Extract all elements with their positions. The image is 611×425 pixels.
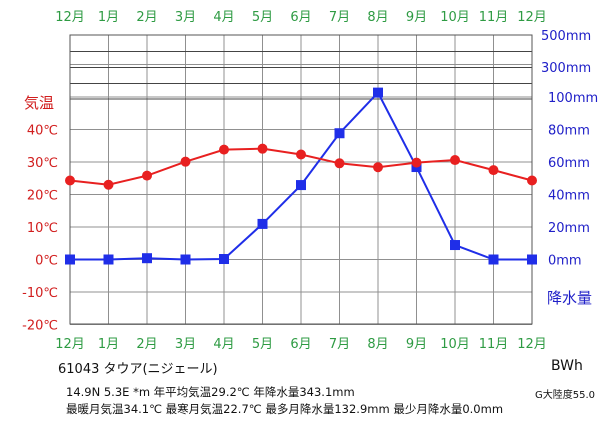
- month-label: 6月: [290, 337, 311, 352]
- precipitation-point: [450, 240, 460, 251]
- precipitation-point: [219, 254, 229, 265]
- temperature-point: [411, 157, 422, 168]
- temperature-point: [373, 162, 383, 173]
- precipitation-point: [296, 180, 306, 191]
- temperature-point: [180, 156, 191, 167]
- month-label: 6月: [290, 10, 311, 25]
- month-label: 12月: [55, 10, 85, 25]
- month-label: 5月: [252, 10, 273, 25]
- month-label: 10月: [440, 337, 470, 352]
- month-label: 3月: [175, 10, 196, 25]
- location-summary: 14.9N 5.3E *m 年平均気温29.2℃ 年降水量343.1mm: [66, 385, 355, 399]
- month-label: 12月: [517, 337, 547, 352]
- month-label: 5月: [252, 337, 273, 352]
- temperature-point: [103, 179, 114, 190]
- month-label: 9月: [406, 337, 427, 352]
- month-label: 10月: [440, 10, 470, 25]
- month-label: 8月: [367, 10, 388, 25]
- month-label: 3月: [175, 337, 196, 352]
- value-gridlines: [70, 51, 532, 325]
- month-label: 12月: [517, 10, 547, 25]
- precipitation-tick-label: 20mm: [548, 221, 590, 236]
- precipitation-tick-labels: 500mm 300mm 100mm 80mm 60mm 40mm 20mm 0mm: [541, 29, 598, 269]
- temperature-tick-label: -20℃: [22, 319, 58, 334]
- temperature-point: [488, 165, 499, 176]
- month-label: 11月: [479, 10, 509, 25]
- temperature-point: [65, 175, 75, 186]
- precipitation-tick-label: 0mm: [548, 254, 582, 269]
- month-label: 2月: [136, 337, 157, 352]
- precipitation-axis-label: 降水量: [547, 289, 592, 307]
- temperature-tick-label: 30℃: [27, 156, 58, 171]
- precipitation-point: [373, 87, 383, 98]
- temperature-axis-label: 気温: [24, 94, 54, 112]
- precipitation-tick-label: 60mm: [548, 156, 590, 171]
- month-label: 9月: [406, 10, 427, 25]
- temperature-point: [527, 175, 537, 186]
- month-label: 12月: [55, 337, 85, 352]
- month-gridlines: [108, 35, 494, 324]
- month-label: 4月: [213, 10, 234, 25]
- precipitation-tick-label: 40mm: [548, 189, 590, 204]
- precipitation-point: [334, 128, 345, 139]
- precipitation-point: [527, 254, 537, 265]
- month-label: 1月: [98, 337, 119, 352]
- temperature-tick-label: 40℃: [27, 124, 58, 139]
- temperature-point: [219, 144, 229, 155]
- climate-chart: 12月 1月 2月 3月 4月 5月 6月 7月 8月 9月 10月 11月 12月 12月 1月 2月 3月…: [22, 10, 598, 352]
- month-label: 7月: [329, 337, 350, 352]
- month-label: 7月: [329, 10, 350, 25]
- precipitation-point: [103, 254, 114, 265]
- month-label: 2月: [136, 10, 157, 25]
- extremes-summary: 最暖月気温34.1℃ 最寒月気温22.7℃ 最多月降水量132.9mm 最少月降…: [66, 402, 504, 416]
- month-label: 1月: [98, 10, 119, 25]
- climate-class: BWh: [551, 358, 583, 374]
- temperature-point: [142, 170, 152, 181]
- temperature-tick-label: -10℃: [22, 286, 58, 301]
- month-label: 4月: [213, 337, 234, 352]
- precipitation-tick-label: 80mm: [548, 124, 590, 139]
- temperature-point: [257, 143, 268, 154]
- precipitation-tick-label: 300mm: [541, 61, 591, 76]
- precipitation-tick-label: 500mm: [541, 29, 591, 44]
- precipitation-point: [142, 253, 152, 264]
- temperature-point: [450, 155, 460, 166]
- continentality: G大陸度55.0: [535, 390, 596, 401]
- precipitation-point: [257, 218, 268, 229]
- station-name: 61043 タウア(ニジェール): [58, 362, 218, 377]
- precipitation-point: [488, 254, 499, 265]
- temperature-tick-label: 10℃: [27, 221, 58, 236]
- month-label: 8月: [367, 337, 388, 352]
- month-labels-bottom: 12月 1月 2月 3月 4月 5月 6月 7月 8月 9月 10月 11月 12月: [55, 337, 547, 352]
- temperature-tick-labels: 40℃ 30℃ 20℃ 10℃ 0℃ -10℃ -20℃: [22, 124, 58, 334]
- month-labels-top: 12月 1月 2月 3月 4月 5月 6月 7月 8月 9月 10月 11月 12月: [55, 10, 547, 25]
- temperature-tick-label: 0℃: [35, 254, 58, 269]
- month-label: 11月: [479, 337, 509, 352]
- precipitation-point: [180, 254, 191, 265]
- temperature-point: [296, 149, 306, 160]
- precipitation-tick-label: 100mm: [548, 91, 598, 106]
- temperature-series: [65, 143, 537, 190]
- precipitation-point: [65, 254, 75, 265]
- temperature-tick-label: 20℃: [27, 189, 58, 204]
- temperature-point: [334, 158, 345, 169]
